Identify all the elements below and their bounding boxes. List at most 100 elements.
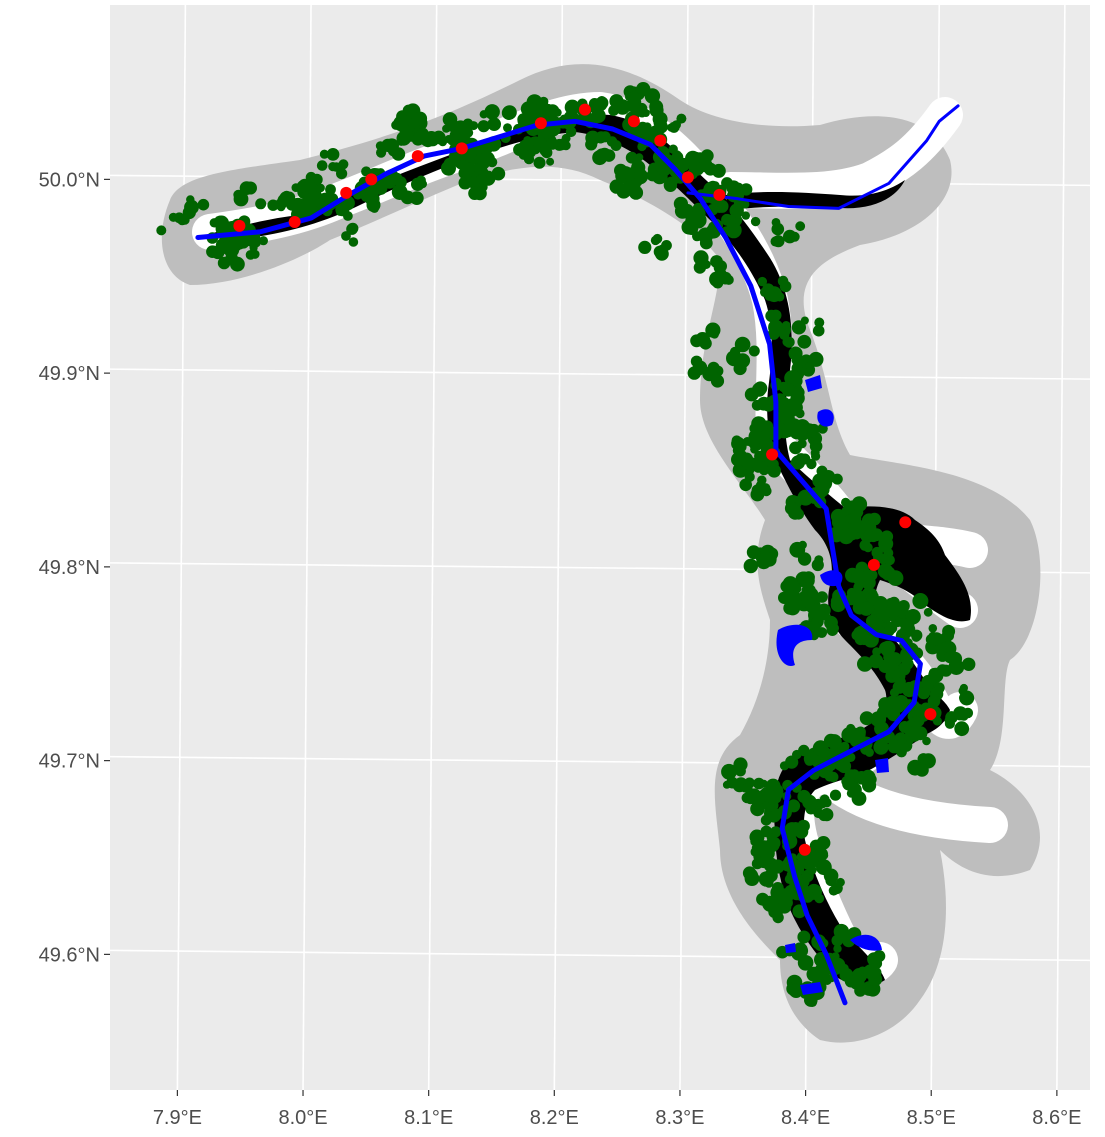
vegetation-patch (854, 771, 869, 785)
vegetation-patch (825, 874, 837, 887)
vegetation-patch (797, 789, 811, 804)
vegetation-patch (793, 421, 803, 431)
vegetation-patch (733, 757, 748, 772)
vegetation-patch (748, 345, 760, 357)
vegetation-patch (833, 944, 842, 953)
vegetation-patch (814, 482, 830, 497)
vegetation-patch (812, 324, 825, 337)
vegetation-patch (546, 157, 555, 166)
vegetation-patch (863, 542, 873, 553)
vegetation-patch (896, 677, 906, 687)
vegetation-patch (873, 605, 888, 620)
vegetation-patch (765, 801, 776, 812)
vegetation-patch (842, 777, 856, 791)
vegetation-patch (781, 321, 791, 330)
sample-point (766, 448, 779, 461)
vegetation-patch (464, 162, 474, 171)
vegetation-patch (797, 930, 811, 944)
vegetation-patch (523, 153, 535, 165)
vegetation-patch (690, 212, 707, 229)
vegetation-patch (797, 955, 814, 971)
vegetation-patch (788, 346, 803, 361)
sample-point (411, 150, 424, 163)
vegetation-patch (816, 859, 832, 876)
vegetation-patch (638, 127, 651, 140)
vegetation-patch (750, 445, 759, 454)
vegetation-patch (788, 983, 804, 998)
vegetation-patch (206, 245, 219, 258)
vegetation-patch (756, 396, 771, 411)
vegetation-patch (777, 275, 789, 287)
vegetation-patch (925, 634, 937, 645)
vegetation-patch (958, 686, 968, 696)
vegetation-patch (741, 211, 750, 220)
vegetation-patch (868, 512, 881, 526)
vegetation-patch (751, 416, 767, 432)
vegetation-patch (327, 149, 337, 159)
vegetation-patch (791, 320, 807, 335)
sample-point (455, 142, 468, 155)
vegetation-patch (805, 361, 814, 371)
vegetation-patch (879, 641, 893, 655)
vegetation-patch (674, 203, 691, 219)
vegetation-patch (376, 147, 387, 158)
vegetation-patch (921, 679, 931, 690)
vegetation-patch (928, 624, 938, 633)
vegetation-patch (865, 748, 874, 757)
vegetation-patch (775, 292, 785, 302)
vegetation-patch (880, 530, 894, 543)
vegetation-patch (442, 112, 458, 127)
vegetation-patch (782, 337, 792, 347)
waterbody-lake-3 (817, 409, 834, 427)
vegetation-patch (217, 239, 232, 254)
vegetation-patch (693, 360, 708, 375)
vegetation-patch (442, 124, 451, 133)
vegetation-patch (754, 450, 766, 462)
vegetation-patch (799, 453, 811, 465)
vegetation-patch (539, 144, 551, 157)
vegetation-patch (772, 235, 785, 248)
vegetation-patch (747, 788, 761, 802)
vegetation-patch (746, 545, 761, 560)
vegetation-patch (944, 716, 954, 726)
vegetation-patch (899, 618, 909, 628)
vegetation-patch (770, 309, 782, 321)
vegetation-patch (857, 656, 873, 672)
vegetation-patch (319, 149, 329, 159)
vegetation-patch (772, 889, 787, 904)
y-tick-label: 49.7°N (39, 751, 100, 773)
vegetation-patch (707, 361, 720, 374)
vegetation-patch (769, 464, 780, 475)
vegetation-patch (595, 148, 609, 162)
vegetation-patch (468, 186, 482, 200)
vegetation-patch (663, 178, 678, 192)
vegetation-patch (250, 249, 260, 259)
vegetation-patch (316, 183, 325, 193)
vegetation-patch (884, 621, 898, 635)
x-tick-label: 8.0°E (278, 1107, 327, 1129)
vegetation-patch (156, 225, 167, 236)
vegetation-patch (939, 664, 953, 677)
vegetation-patch (721, 763, 737, 780)
vegetation-patch (826, 623, 837, 634)
vegetation-patch (739, 478, 752, 492)
y-tick-label: 49.8°N (39, 557, 100, 579)
vegetation-patch (750, 216, 761, 227)
vegetation-patch (915, 763, 929, 777)
vegetation-patch (399, 125, 413, 138)
vegetation-patch (710, 374, 725, 388)
vegetation-patch (553, 108, 562, 117)
vegetation-patch (745, 872, 755, 882)
vegetation-patch (768, 319, 784, 335)
vegetation-patch (795, 408, 805, 419)
vegetation-patch (316, 160, 328, 171)
vegetation-patch (503, 123, 512, 133)
vegetation-patch (533, 156, 546, 169)
vegetation-patch (654, 120, 668, 134)
vegetation-patch (487, 117, 502, 131)
vegetation-patch (759, 787, 775, 803)
vegetation-patch (685, 150, 701, 167)
sample-point (867, 558, 880, 571)
vegetation-patch (585, 138, 598, 151)
